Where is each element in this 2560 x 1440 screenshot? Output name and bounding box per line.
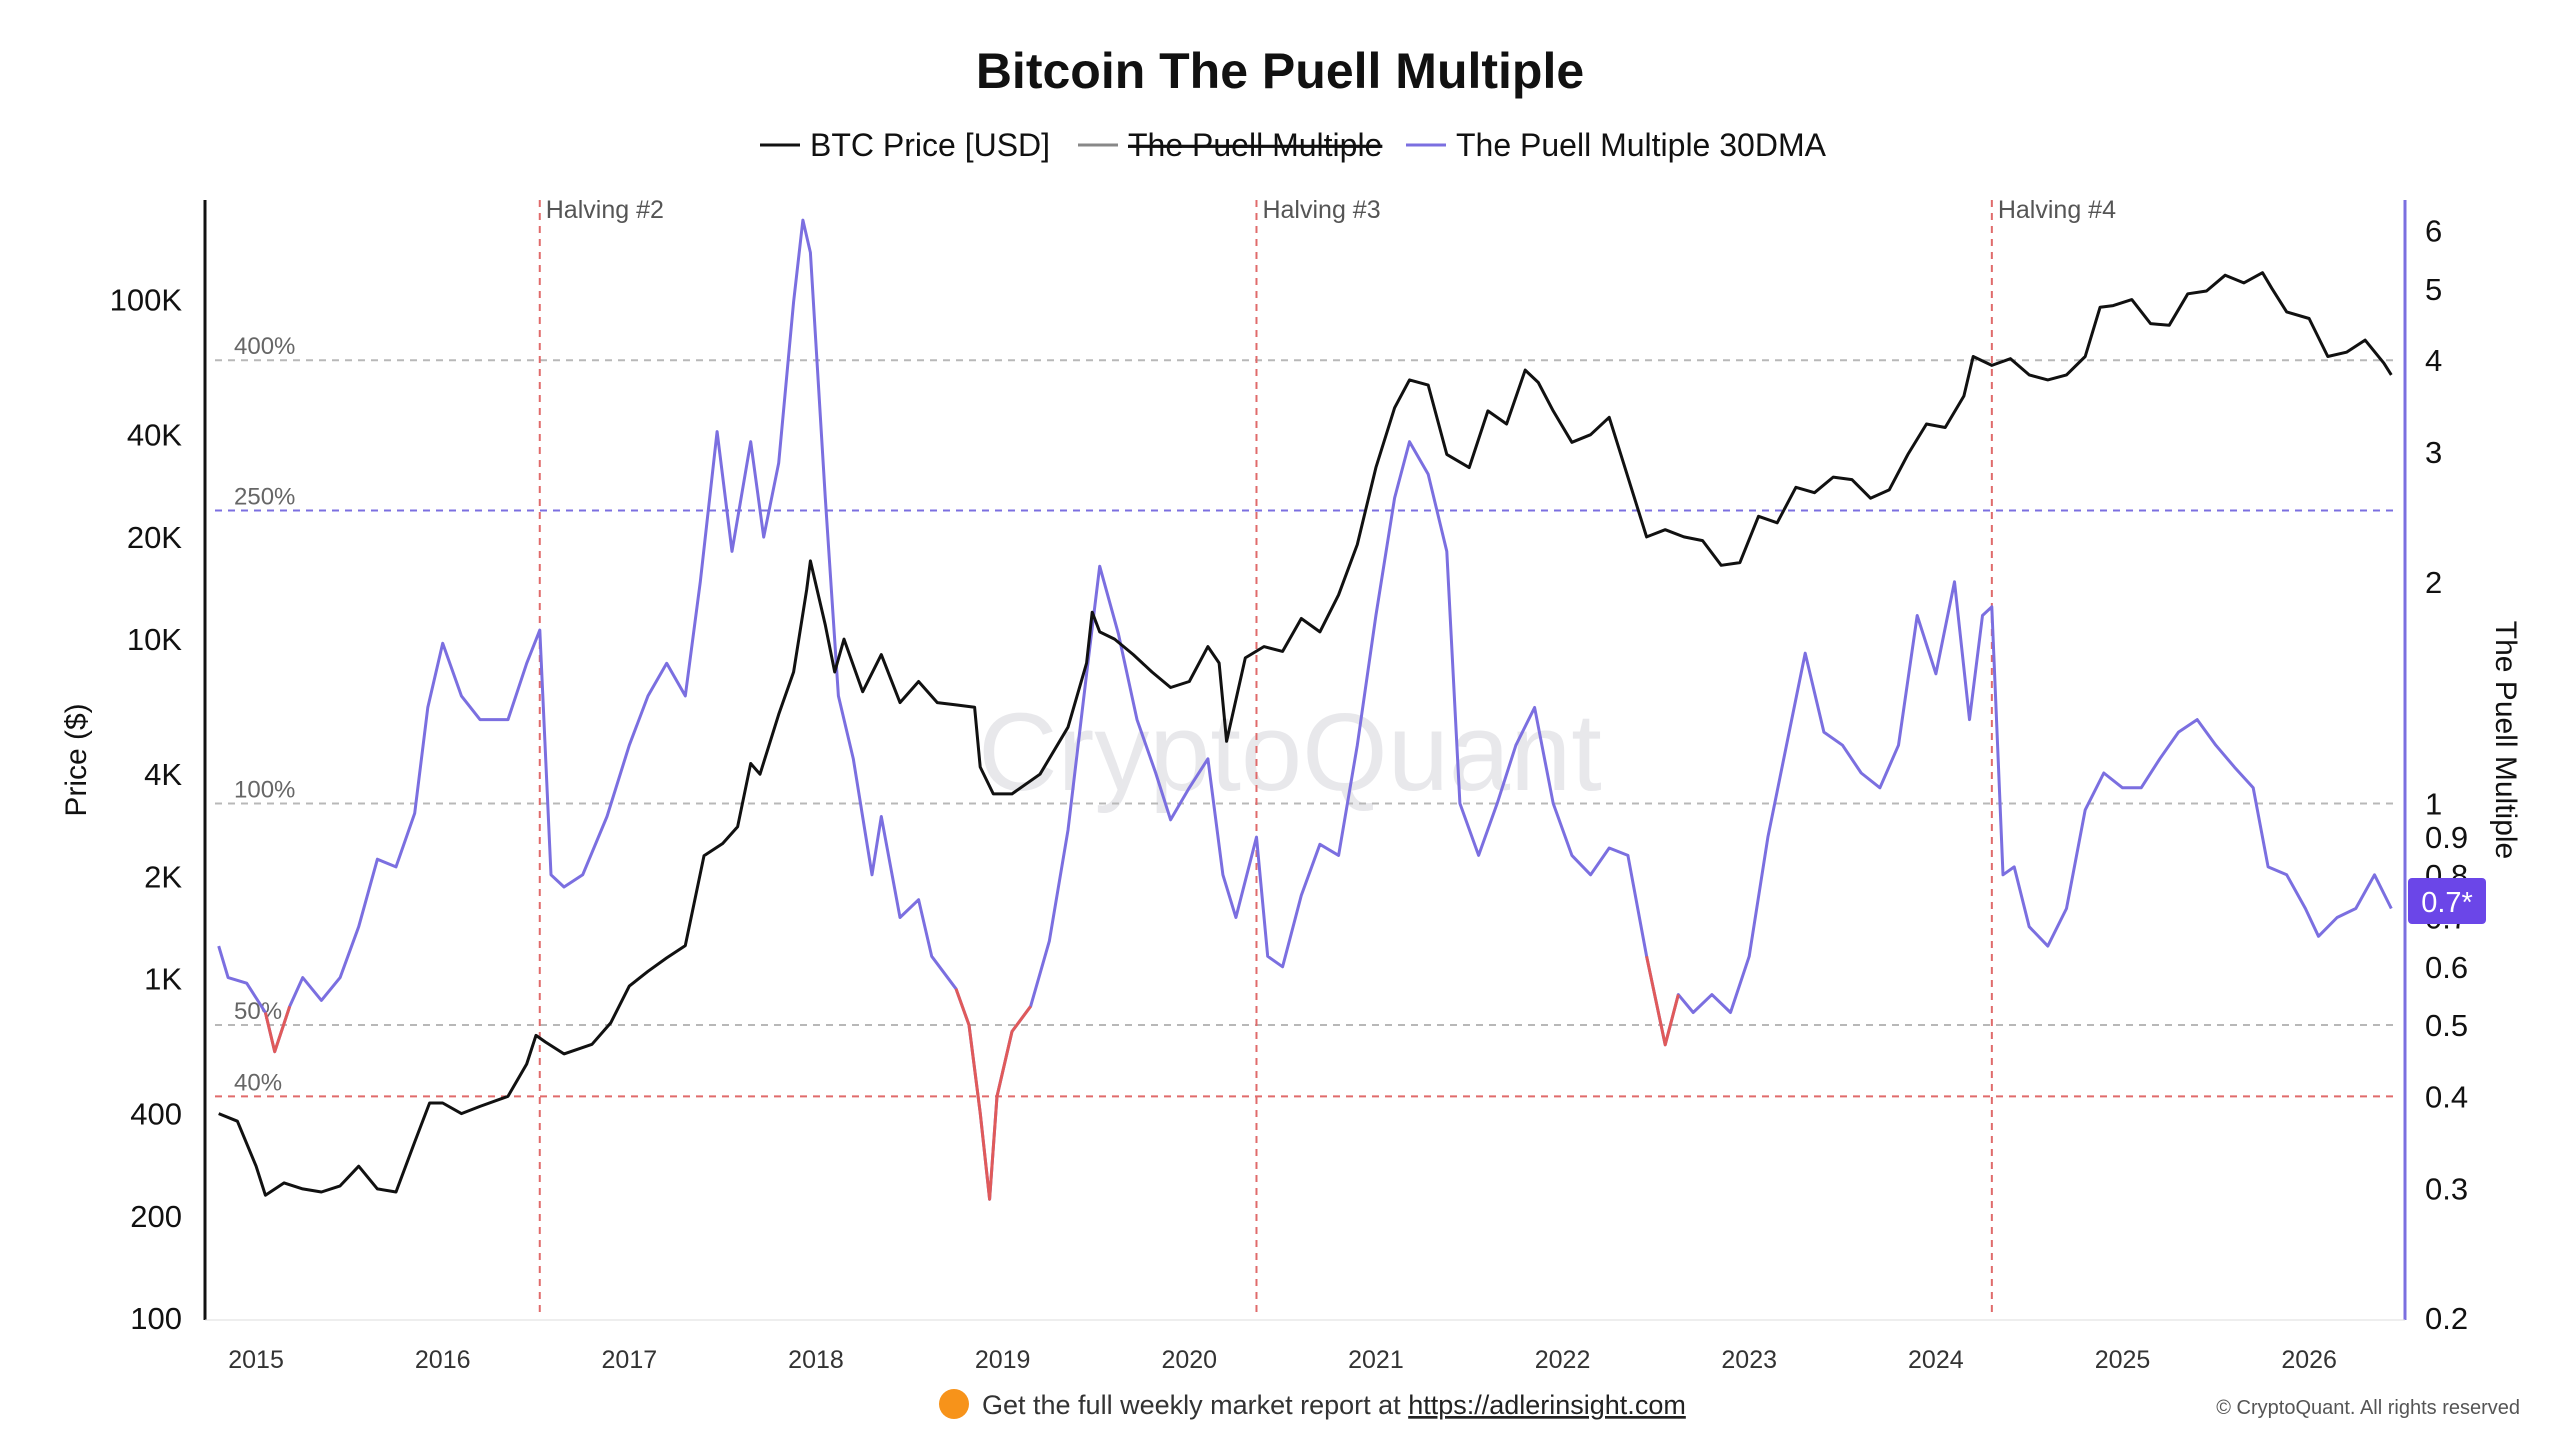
- x-tick-2020: 2020: [1161, 1346, 1217, 1374]
- right-tick-11: 4: [2425, 343, 2442, 378]
- copyright-text: © CryptoQuant. All rights reserved: [2216, 1397, 2520, 1419]
- ref-label-1: 250%: [234, 483, 295, 510]
- series-low-segment-2: [1645, 955, 1680, 1047]
- right-tick-2: 0.4: [2425, 1079, 2468, 1114]
- right-tick-13: 6: [2425, 214, 2442, 249]
- left-tick-9: 100K: [110, 283, 183, 318]
- right-tick-8: 1: [2425, 786, 2442, 821]
- reference-lines: 400%250%100%50%40%: [215, 333, 2395, 1098]
- chart-title: Bitcoin The Puell Multiple: [976, 43, 1584, 99]
- current-value-badge-bg: [2408, 878, 2486, 924]
- x-tick-2016: 2016: [415, 1346, 471, 1374]
- left-tick-0: 100: [130, 1301, 182, 1336]
- legend-label-btc-price: BTC Price [USD]: [810, 127, 1050, 163]
- x-tick-2021: 2021: [1348, 1346, 1404, 1374]
- series-low-segment-0: [263, 1005, 292, 1054]
- x-tick-2024: 2024: [1908, 1346, 1964, 1374]
- current-value-badge: 0.7*: [2408, 878, 2486, 924]
- footer-link[interactable]: https://adlerinsight.com: [1408, 1390, 1686, 1420]
- legend-item-btc-price[interactable]: BTC Price [USD]: [760, 127, 1050, 163]
- left-tick-6: 10K: [127, 622, 182, 657]
- halving-lines: Halving #2 Halving #3 Halving #4: [538, 196, 2116, 1318]
- left-tick-3: 1K: [144, 962, 182, 997]
- left-tick-2: 400: [130, 1097, 182, 1132]
- x-tick-2025: 2025: [2095, 1346, 2151, 1374]
- left-tick-5: 4K: [144, 757, 182, 792]
- x-tick-2023: 2023: [1721, 1346, 1777, 1374]
- x-tick-2022: 2022: [1535, 1346, 1591, 1374]
- series-line-btc-price: [218, 271, 2393, 1197]
- legend-label-puell-multiple: The Puell Multiple: [1128, 127, 1382, 163]
- x-axis-ticks: 2015 2016 2017 2018 2019 2020 2021 2022 2023 2024…: [228, 1346, 2337, 1374]
- right-tick-7: 0.9: [2425, 820, 2468, 855]
- current-value-badge-text: 0.7*: [2421, 887, 2473, 919]
- ref-label-4: 40%: [234, 1069, 282, 1096]
- right-tick-10: 3: [2425, 435, 2442, 470]
- left-axis-title: Price ($): [60, 703, 93, 816]
- legend-item-puell-30dma[interactable]: The Puell Multiple 30DMA: [1406, 127, 1827, 163]
- right-axis-title: The Puell Multiple: [2489, 621, 2522, 859]
- right-tick-12: 5: [2425, 272, 2442, 307]
- series-layer: [217, 218, 2393, 1201]
- left-tick-1: 200: [130, 1199, 182, 1234]
- footer: Get the full weekly market report at htt…: [939, 1389, 2520, 1420]
- left-tick-8: 40K: [127, 418, 182, 453]
- x-tick-2018: 2018: [788, 1346, 844, 1374]
- halving-label-4: Halving #4: [1998, 196, 2116, 224]
- right-tick-1: 0.3: [2425, 1171, 2468, 1206]
- left-axis-ticks: 100 200 400 1K 2K 4K 10K 20K 40K 100K: [110, 283, 183, 1336]
- series-low-segment-1: [954, 988, 1032, 1201]
- footer-bitcoin-icon: [939, 1389, 969, 1419]
- chart-legend: BTC Price [USD] The Puell Multiple The P…: [760, 127, 1827, 163]
- right-tick-3: 0.5: [2425, 1008, 2468, 1043]
- footer-prompt: Get the full weekly market report at: [982, 1390, 1408, 1420]
- right-tick-4: 0.6: [2425, 950, 2468, 985]
- legend-label-puell-30dma: The Puell Multiple 30DMA: [1456, 127, 1827, 163]
- x-tick-2026: 2026: [2281, 1346, 2337, 1374]
- legend-item-puell-multiple[interactable]: The Puell Multiple: [1078, 127, 1382, 163]
- x-tick-2015: 2015: [228, 1346, 284, 1374]
- footer-text: Get the full weekly market report at htt…: [982, 1390, 1686, 1420]
- x-tick-2017: 2017: [602, 1346, 658, 1374]
- right-tick-9: 2: [2425, 565, 2442, 600]
- halving-label-3: Halving #3: [1262, 196, 1380, 224]
- left-tick-4: 2K: [144, 859, 182, 894]
- right-tick-0: 0.2: [2425, 1301, 2468, 1336]
- x-tick-2019: 2019: [975, 1346, 1031, 1374]
- ref-label-0: 400%: [234, 333, 295, 360]
- left-tick-7: 20K: [127, 520, 182, 555]
- halving-label-2: Halving #2: [546, 196, 664, 224]
- series-line-puell-30dma: [217, 218, 2393, 1201]
- ref-label-2: 100%: [234, 776, 295, 803]
